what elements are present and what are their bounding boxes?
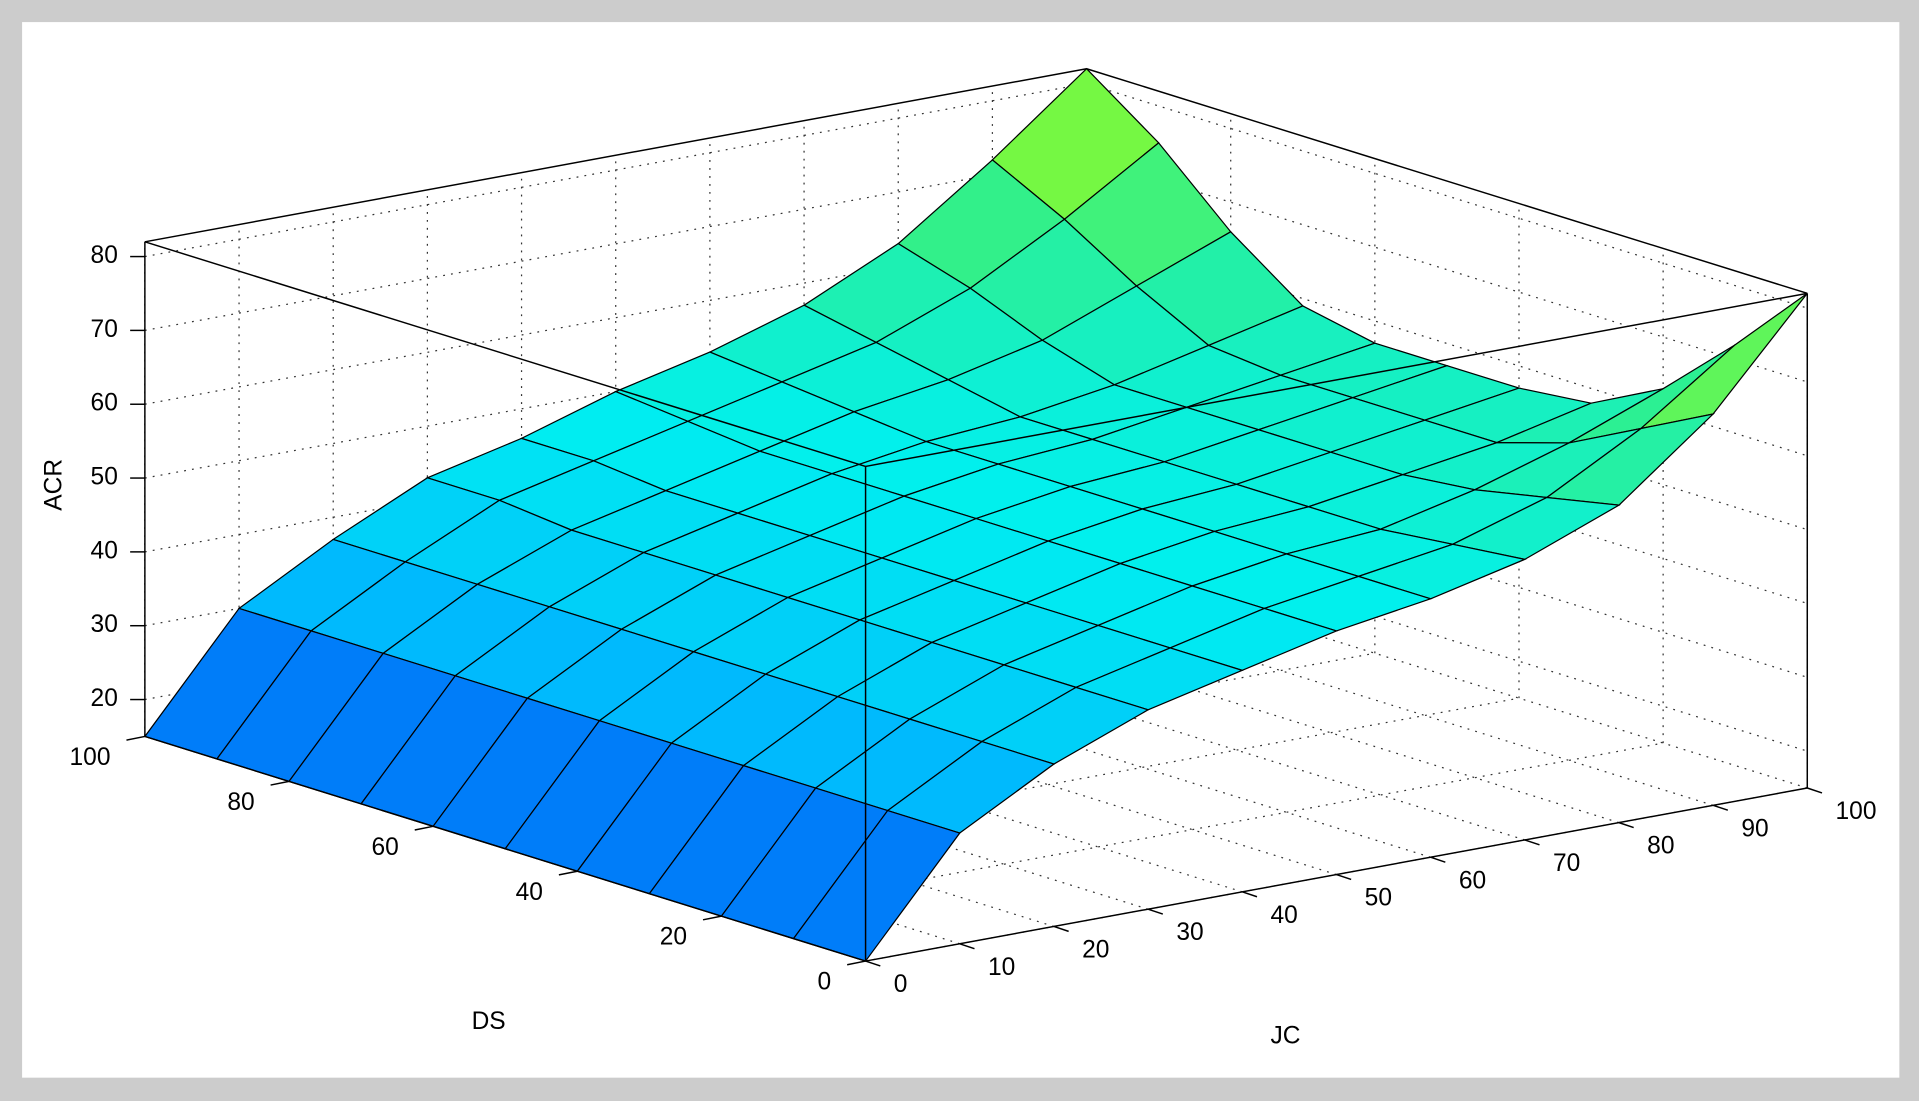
y-tick-label: 80 xyxy=(227,789,254,816)
y-tick-label: 60 xyxy=(371,834,398,861)
tick-mark xyxy=(959,943,975,950)
box-edge xyxy=(1086,68,1808,295)
x-tick-label: 0 xyxy=(894,971,908,998)
x-tick-label: 40 xyxy=(1270,902,1297,929)
z-tick-label: 40 xyxy=(91,537,118,564)
x-tick-label: 30 xyxy=(1176,919,1203,946)
tick-mark xyxy=(1618,821,1634,829)
tick-mark xyxy=(558,870,578,876)
y-axis-label: DS xyxy=(472,1008,506,1035)
x-tick-label: 70 xyxy=(1553,850,1580,877)
tick-mark xyxy=(126,735,146,741)
x-tick-label: 10 xyxy=(988,954,1015,981)
x-tick-label: 80 xyxy=(1647,833,1674,860)
tick-mark xyxy=(414,825,434,831)
box-edge xyxy=(865,292,1808,468)
tick-mark xyxy=(1430,856,1446,863)
x-tick-label: 50 xyxy=(1365,885,1392,912)
box-edge xyxy=(144,735,866,962)
z-tick-label: 80 xyxy=(91,242,118,269)
x-axis-label: JC xyxy=(1270,1023,1300,1050)
box-edge xyxy=(144,68,1087,243)
tick-mark xyxy=(702,915,722,921)
z-tick-label: 70 xyxy=(91,316,118,343)
y-tick-label: 100 xyxy=(70,744,111,771)
z-tick-label: 30 xyxy=(91,611,118,638)
tick-mark xyxy=(865,960,881,967)
x-tick-label: 60 xyxy=(1459,867,1486,894)
box-edge xyxy=(144,241,866,468)
tick-mark xyxy=(1807,787,1823,794)
tick-mark xyxy=(1242,891,1258,898)
tick-mark xyxy=(270,780,290,786)
y-tick-label: 0 xyxy=(818,969,832,996)
tick-mark xyxy=(1712,804,1729,811)
y-tick-label: 20 xyxy=(660,924,687,951)
tick-mark xyxy=(1147,908,1164,915)
z-tick-label: 60 xyxy=(91,390,118,417)
z-tick-label: 50 xyxy=(91,464,118,491)
x-tick-label: 100 xyxy=(1836,798,1877,825)
x-tick-label: 20 xyxy=(1082,936,1109,963)
y-tick-label: 40 xyxy=(516,879,543,906)
tick-mark xyxy=(847,960,866,966)
z-tick-label: 20 xyxy=(91,685,118,712)
tick-mark xyxy=(1053,925,1069,933)
tick-mark xyxy=(1524,839,1540,846)
z-axis-label: ACR xyxy=(41,459,68,511)
x-tick-label: 90 xyxy=(1741,815,1768,842)
tick-mark xyxy=(1336,873,1352,881)
